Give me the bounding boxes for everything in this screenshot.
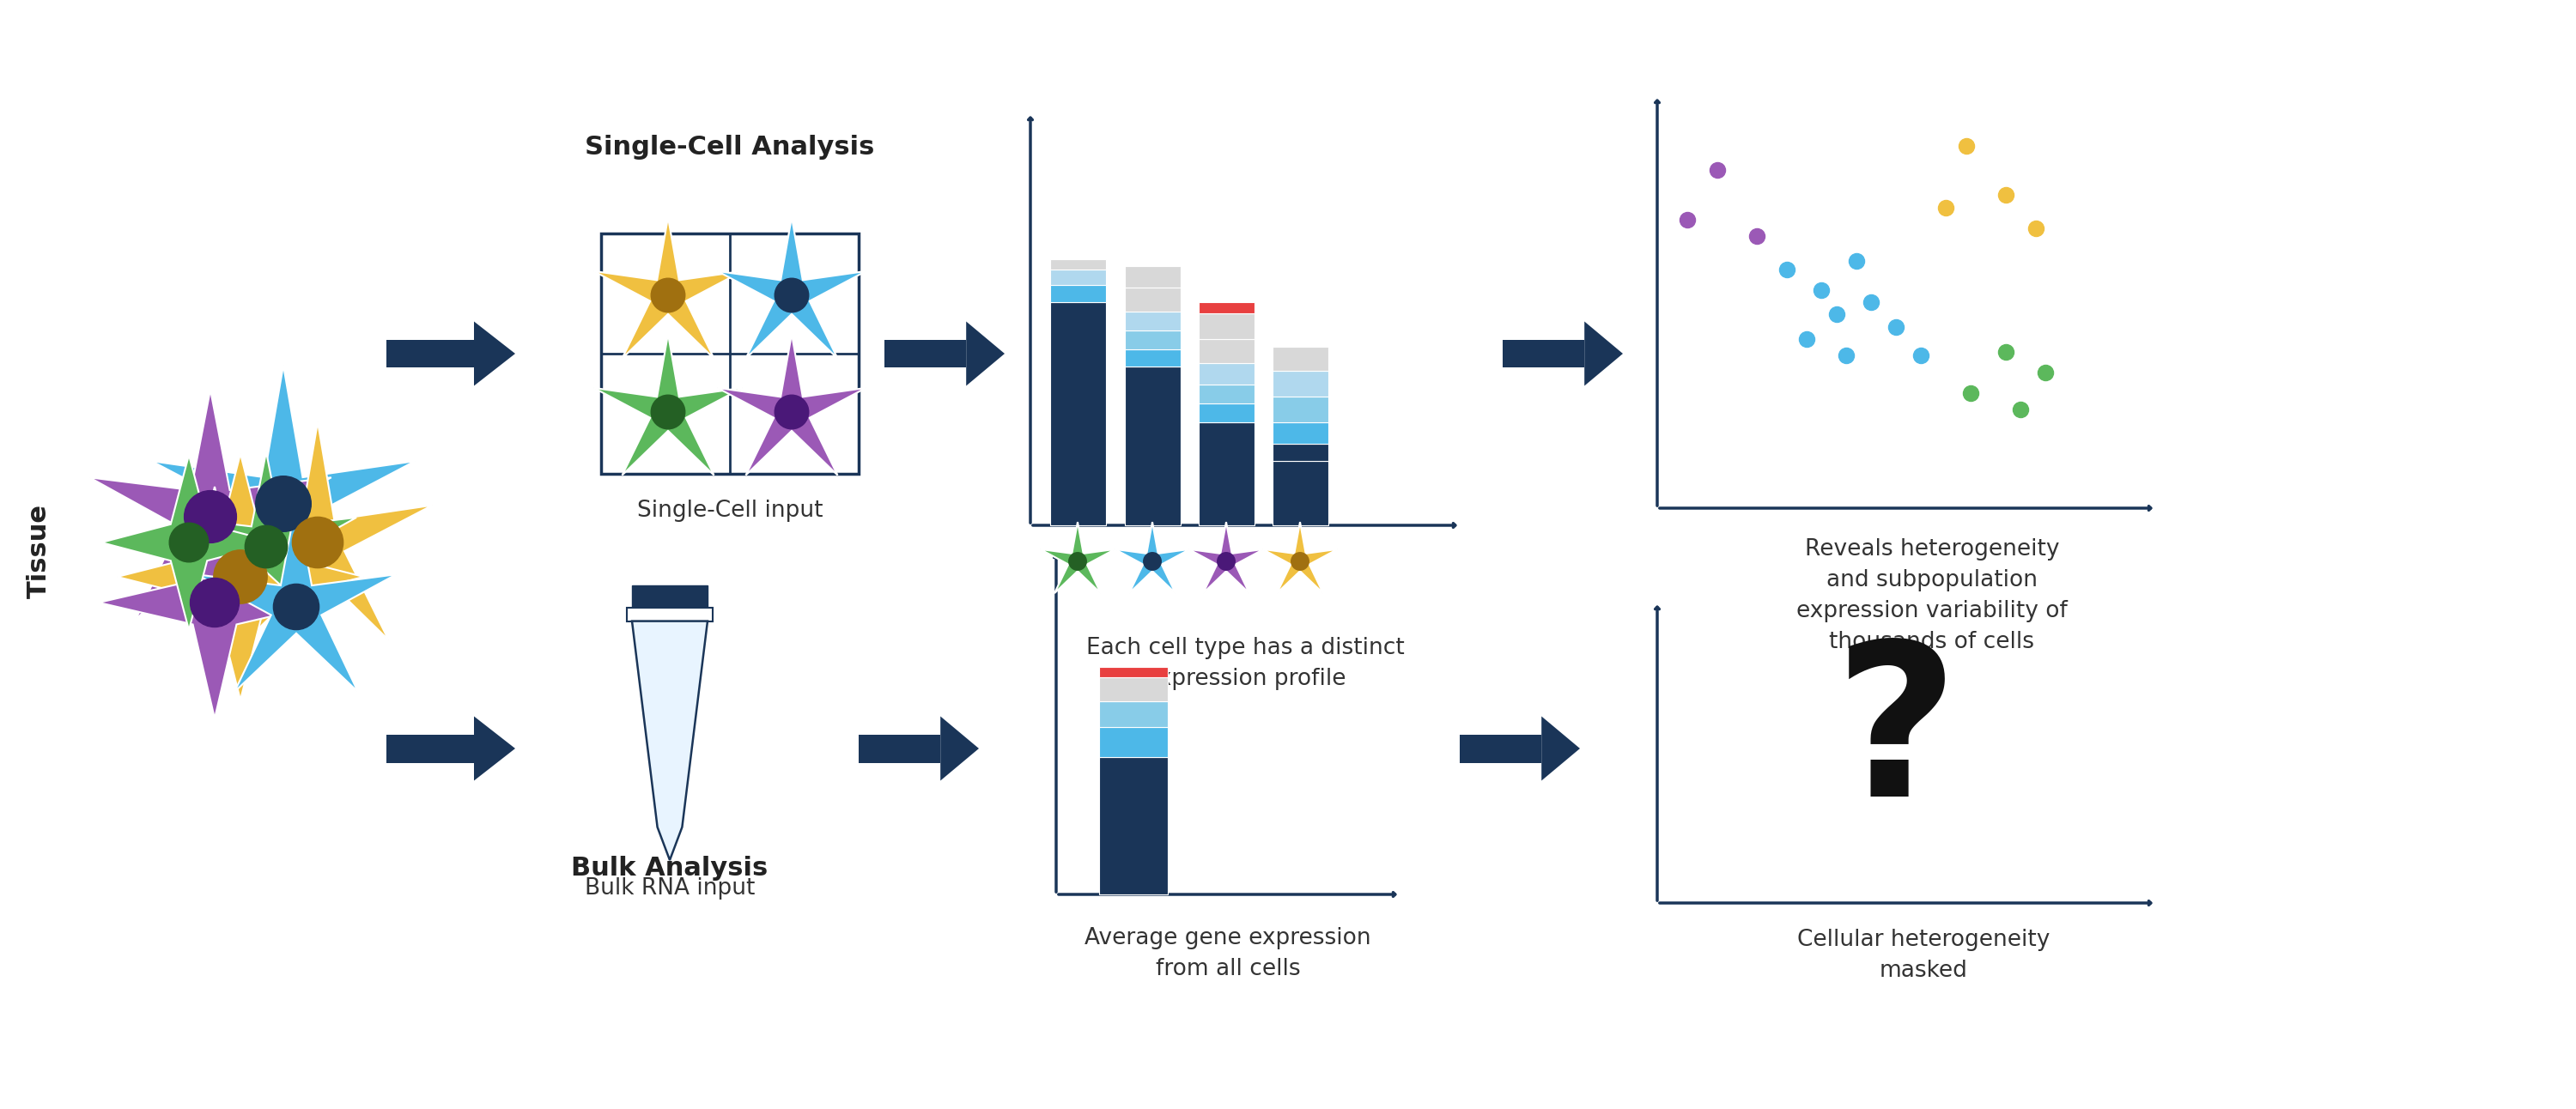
Bar: [1100, 728, 1167, 757]
Circle shape: [291, 517, 343, 568]
Bar: [1123, 366, 1180, 526]
Text: ?: ?: [1834, 634, 1958, 842]
Polygon shape: [884, 339, 966, 368]
Bar: [1198, 339, 1255, 363]
Text: Reveals heterogeneity
and subpopulation
expression variability of
thousands of c: Reveals heterogeneity and subpopulation …: [1795, 538, 2069, 653]
Bar: [1123, 312, 1180, 330]
Bar: [1051, 269, 1105, 285]
Text: Bulk RNA input: Bulk RNA input: [585, 877, 755, 899]
Polygon shape: [716, 334, 866, 475]
Bar: [1198, 423, 1255, 526]
Polygon shape: [1041, 522, 1115, 593]
Text: Cellular heterogeneity
masked: Cellular heterogeneity masked: [1798, 928, 2050, 981]
Text: Each cell type has a distinct
expression profile: Each cell type has a distinct expression…: [1087, 637, 1404, 690]
Bar: [1100, 667, 1167, 678]
Bar: [1100, 757, 1167, 895]
Bar: [1123, 287, 1180, 312]
Circle shape: [191, 578, 240, 627]
Circle shape: [775, 278, 809, 313]
Bar: [1051, 260, 1105, 269]
Circle shape: [185, 490, 237, 542]
Polygon shape: [204, 421, 433, 640]
Circle shape: [1291, 552, 1309, 570]
Bar: [631, 586, 708, 608]
Circle shape: [245, 526, 289, 568]
Circle shape: [652, 395, 685, 429]
Bar: [1123, 266, 1180, 287]
Circle shape: [775, 395, 809, 429]
Polygon shape: [152, 365, 415, 615]
Polygon shape: [592, 217, 742, 358]
Bar: [1273, 461, 1329, 526]
Polygon shape: [1115, 522, 1190, 593]
Bar: [1273, 397, 1329, 423]
Polygon shape: [966, 322, 1005, 386]
Text: Single-Cell Analysis: Single-Cell Analysis: [585, 135, 876, 160]
Polygon shape: [716, 217, 866, 358]
Bar: [600, 234, 858, 474]
Circle shape: [1144, 552, 1162, 570]
Polygon shape: [118, 454, 363, 700]
Bar: [1198, 314, 1255, 339]
Polygon shape: [100, 455, 276, 630]
Bar: [1051, 302, 1105, 526]
Bar: [1100, 678, 1167, 701]
Polygon shape: [90, 389, 332, 620]
Text: Bulk Analysis: Bulk Analysis: [572, 856, 768, 882]
Polygon shape: [196, 501, 397, 692]
Polygon shape: [386, 734, 474, 763]
Circle shape: [214, 550, 268, 603]
Bar: [1273, 444, 1329, 461]
Circle shape: [273, 584, 319, 630]
Circle shape: [652, 278, 685, 313]
Polygon shape: [1262, 522, 1337, 593]
Polygon shape: [1461, 734, 1540, 763]
Bar: [1198, 302, 1255, 314]
Polygon shape: [1584, 322, 1623, 386]
Bar: [1273, 347, 1329, 370]
Polygon shape: [474, 716, 515, 781]
Polygon shape: [592, 334, 742, 475]
Polygon shape: [1188, 522, 1265, 593]
Text: Average gene expression
from all cells: Average gene expression from all cells: [1084, 927, 1370, 980]
Polygon shape: [1502, 339, 1584, 368]
Bar: [1051, 285, 1105, 302]
Polygon shape: [474, 322, 515, 386]
Circle shape: [255, 476, 312, 531]
Bar: [1198, 404, 1255, 423]
Bar: [1100, 701, 1167, 728]
Text: Single-Cell input: Single-Cell input: [636, 499, 822, 522]
Polygon shape: [940, 716, 979, 781]
Circle shape: [1069, 552, 1087, 570]
Bar: [626, 608, 714, 621]
Polygon shape: [386, 339, 474, 368]
Bar: [1198, 363, 1255, 385]
Circle shape: [1218, 552, 1234, 570]
Circle shape: [170, 523, 209, 562]
Text: Tissue: Tissue: [26, 503, 52, 598]
Polygon shape: [1540, 716, 1579, 781]
Bar: [1273, 370, 1329, 397]
Polygon shape: [631, 621, 708, 861]
Bar: [1123, 330, 1180, 349]
Polygon shape: [175, 452, 355, 623]
Polygon shape: [858, 734, 940, 763]
Bar: [1273, 423, 1329, 444]
Polygon shape: [98, 487, 330, 719]
Bar: [1123, 349, 1180, 366]
Bar: [1198, 385, 1255, 404]
